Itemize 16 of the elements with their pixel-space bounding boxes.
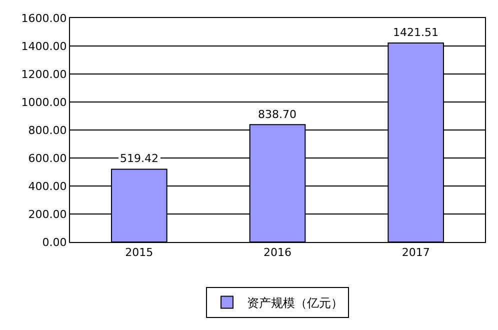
- text: 1421.51: [393, 26, 438, 39]
- x-tick-label: 2016: [264, 246, 292, 260]
- legend-label: 资产规模（亿元）: [247, 296, 343, 310]
- x-tick-label: 2017: [402, 246, 430, 260]
- x-tick-label: 2015: [125, 246, 154, 260]
- y-tick-label: 0.00: [42, 236, 67, 249]
- y-tick-label: 1200.00: [21, 68, 67, 81]
- y-tick-label: 1400.00: [21, 40, 67, 53]
- y-tick-label: 800.00: [28, 124, 67, 137]
- y-tick-label: 200.00: [28, 208, 67, 221]
- y-tick-label: 600.00: [28, 152, 67, 165]
- y-tick-label: 1000.00: [21, 96, 67, 109]
- y-tick-label: 400.00: [28, 180, 67, 193]
- text: 838.70: [258, 108, 296, 121]
- text: 519.42: [120, 152, 158, 165]
- y-tick-label: 1600.00: [21, 12, 67, 25]
